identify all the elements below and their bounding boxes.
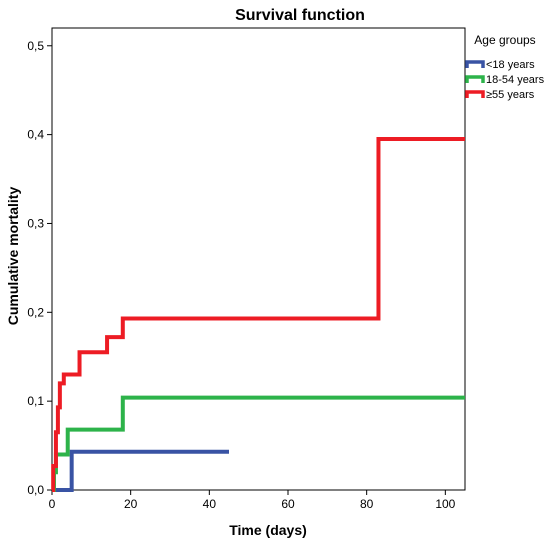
plot-border xyxy=(51,27,466,491)
x-tick-label: 100 xyxy=(435,497,455,511)
legend-label-2: ≥55 years xyxy=(486,89,535,101)
y-tick-label: 0,1 xyxy=(27,394,44,408)
y-tick-label: 0,2 xyxy=(27,305,44,319)
chart-title: Survival function xyxy=(235,7,365,24)
x-tick-label: 20 xyxy=(124,497,138,511)
x-tick-label: 40 xyxy=(203,497,217,511)
x-axis-title: Time (days) xyxy=(229,522,307,538)
x-tick-label: 80 xyxy=(360,497,374,511)
x-tick-label: 0 xyxy=(49,497,56,511)
x-tick-label: 60 xyxy=(281,497,295,511)
legend-label-1: 18-54 years xyxy=(486,74,545,86)
legend-swatch-2 xyxy=(465,90,485,98)
y-axis-title: Cumulative mortality xyxy=(5,187,21,326)
legend-label-0: <18 years xyxy=(486,59,535,71)
legend: Age groups <18 years 18-54 years ≥55 years xyxy=(465,33,545,101)
y-tick-label: 0,3 xyxy=(27,216,44,230)
plot-frame xyxy=(51,27,466,491)
y-tick-label: 0,5 xyxy=(27,39,44,53)
x-axis-ticks: 0 20 40 60 80 100 xyxy=(49,490,456,511)
legend-title: Age groups xyxy=(474,33,535,47)
y-axis-ticks: 0,0 0,1 0,2 0,3 0,4 0,5 xyxy=(27,39,52,497)
series-line-2 xyxy=(51,137,465,492)
y-tick-label: 0,4 xyxy=(27,128,44,142)
series-line-0 xyxy=(52,449,229,492)
y-tick-label: 0,0 xyxy=(27,483,44,497)
legend-swatch-1 xyxy=(465,75,485,83)
legend-swatch-0 xyxy=(465,60,485,68)
series-line-1 xyxy=(51,395,465,492)
series-lines xyxy=(51,137,465,492)
